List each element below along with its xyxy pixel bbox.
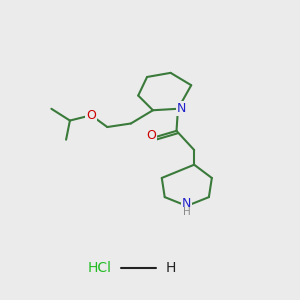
Text: O: O — [146, 129, 156, 142]
Text: O: O — [86, 109, 96, 122]
Text: HCl: HCl — [88, 261, 112, 275]
Text: N: N — [182, 197, 191, 210]
Text: H: H — [183, 207, 191, 217]
Text: H: H — [165, 261, 176, 275]
Text: N: N — [177, 102, 186, 115]
